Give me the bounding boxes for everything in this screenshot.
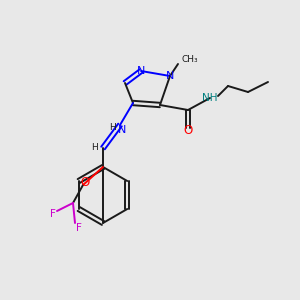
Text: NH: NH (202, 93, 218, 103)
Text: H: H (109, 124, 116, 133)
Text: CH₃: CH₃ (181, 55, 198, 64)
Text: N: N (118, 125, 126, 135)
Text: N: N (166, 71, 174, 81)
Text: N: N (137, 66, 145, 76)
Text: O: O (183, 124, 193, 137)
Text: O: O (80, 176, 90, 190)
Text: F: F (50, 209, 56, 219)
Text: H: H (92, 143, 98, 152)
Text: F: F (76, 223, 82, 233)
